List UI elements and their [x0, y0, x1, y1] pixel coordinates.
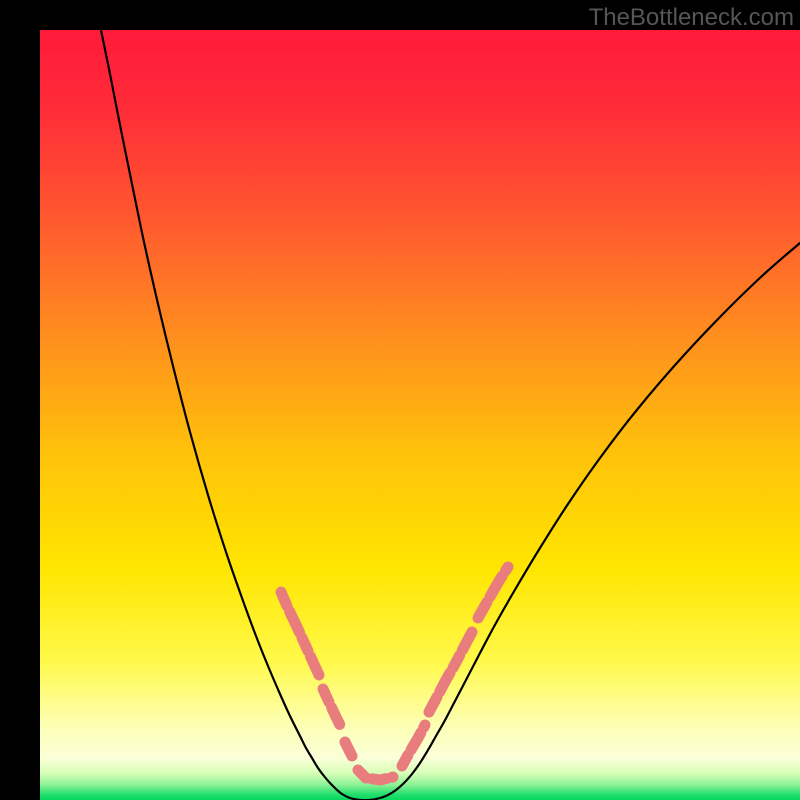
- plot-area: [40, 30, 800, 800]
- watermark-text: TheBottleneck.com: [589, 4, 794, 32]
- highlight-segment: [345, 742, 352, 756]
- chart-container: TheBottleneck.com: [0, 0, 800, 800]
- plot-svg: [40, 30, 800, 800]
- gradient-background: [40, 30, 800, 800]
